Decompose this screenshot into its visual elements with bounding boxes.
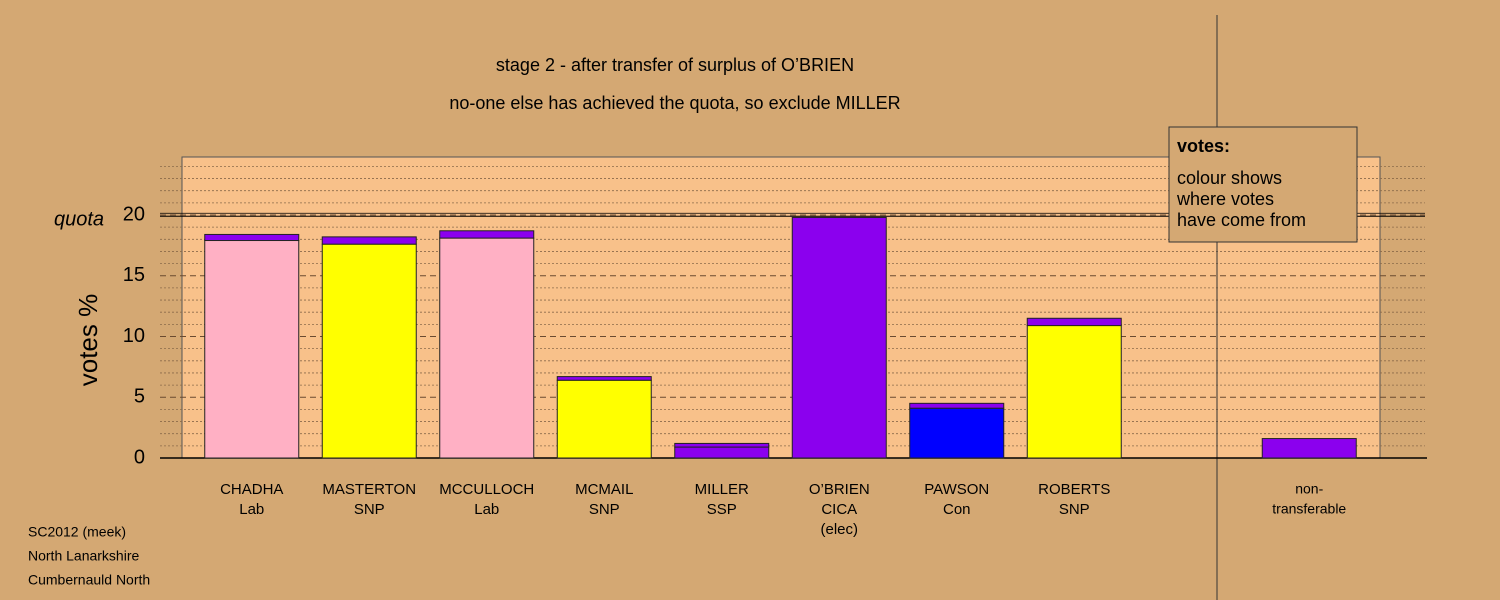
x-tick-label: CHADHA [220,481,283,498]
x-tick-label: O’BRIEN [809,481,870,498]
bar-segment [909,402,1005,409]
x-tick-label: MCCULLOCH [439,481,534,498]
bar-segment [1261,438,1357,459]
x-tick-label: non- [1295,481,1323,497]
legend-text: colour shows [1177,168,1282,188]
bar-segment [439,230,535,239]
footer-line: North Lanarkshire [28,548,139,564]
chart-title: stage 2 - after transfer of surplus of O… [496,55,854,75]
y-tick-label: 5 [134,386,145,408]
y-tick-label: 20 [123,203,145,225]
bar-segment [674,442,770,448]
legend-title: votes: [1177,136,1230,156]
bar-segment [674,446,770,459]
legend-text: have come from [1177,210,1306,230]
bar-segment [909,407,1005,459]
x-tick-label: ROBERTS [1038,481,1110,498]
x-tick-label: MASTERTON [322,481,416,498]
footer-line: Cumbernauld North [28,572,150,588]
bar-segment [204,233,300,242]
x-tick-label: SNP [1059,501,1090,518]
x-tick-label: PAWSON [924,481,989,498]
x-tick-label: CICA [821,501,857,518]
bar-segment [321,243,417,459]
bar-segment [1026,317,1122,327]
x-tick-label: Lab [239,501,264,518]
x-tick-label: SNP [354,501,385,518]
x-tick-label: (elec) [820,521,858,538]
x-tick-label: MCMAIL [575,481,633,498]
bar-segment [556,376,652,381]
bar-segment [1026,325,1122,459]
x-tick-label: SNP [589,501,620,518]
x-tick-label: Con [943,501,971,518]
legend-box [1168,126,1358,243]
bar-segment [321,236,417,245]
legend-text: where votes [1176,189,1274,209]
y-axis-label: votes % [73,294,103,387]
chart-subtitle: no-one else has achieved the quota, so e… [449,93,900,113]
footer-line: SC2012 (meek) [28,524,126,540]
y-tick-label: 15 [123,264,145,286]
bar-segment [556,379,652,459]
bar-segment [791,216,887,459]
x-tick-label: SSP [707,501,737,518]
bar-segment [439,237,535,459]
y-tick-label: 10 [123,325,145,347]
y-tick-label: 0 [134,446,145,468]
x-tick-label: Lab [474,501,499,518]
quota-label: quota [54,208,104,230]
x-tick-label: transferable [1272,501,1346,517]
bar-segment [204,240,300,459]
x-tick-label: MILLER [695,481,749,498]
